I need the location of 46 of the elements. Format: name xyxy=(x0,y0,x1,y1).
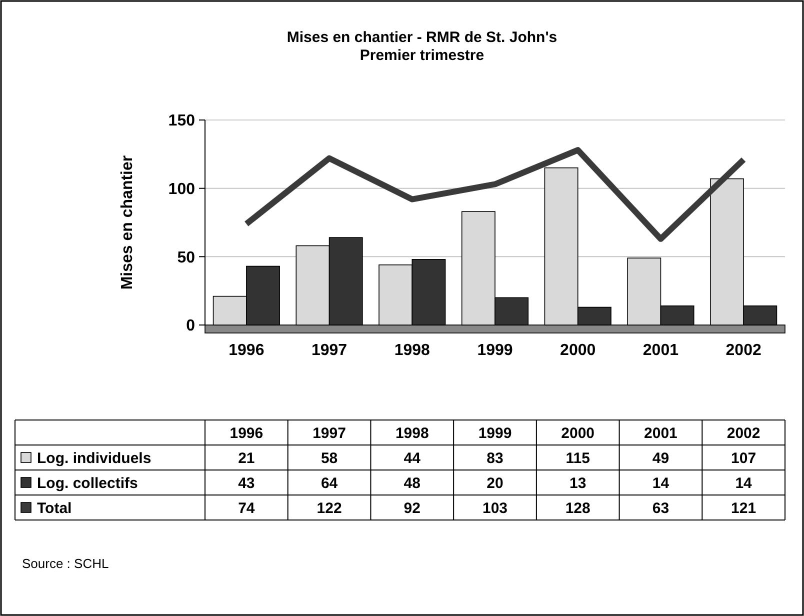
data-label: 83 xyxy=(486,450,504,467)
data-label: 21 xyxy=(238,450,255,467)
chart-subtitle: Premier trimestre xyxy=(360,47,484,64)
data-label: 49 xyxy=(652,450,670,467)
data-label: 103 xyxy=(482,500,508,517)
data-label: 63 xyxy=(652,500,670,517)
category-label: 1997 xyxy=(312,424,346,442)
category-label: 2002 xyxy=(726,424,760,442)
x-tick-label: 1999 xyxy=(477,342,513,359)
y-tick-label: 50 xyxy=(177,249,196,266)
data-label: 121 xyxy=(731,500,756,517)
x-tick-label: 1996 xyxy=(228,342,264,359)
y-tick-label: 0 xyxy=(186,318,196,335)
category-label: 2000 xyxy=(561,424,595,442)
data-label: 13 xyxy=(570,474,586,492)
data-label: 58 xyxy=(320,450,338,467)
legend-label: Log. individuels xyxy=(37,450,152,467)
data-label: 14 xyxy=(652,474,670,492)
source-note: Source : SCHL xyxy=(22,556,109,571)
data-label: 14 xyxy=(735,474,753,492)
category-label: 1998 xyxy=(395,424,429,442)
legend-label: Log. collectifs xyxy=(37,474,138,492)
category-label: 1999 xyxy=(478,424,512,442)
x-tick-label: 2002 xyxy=(726,342,762,359)
data-label: 64 xyxy=(320,474,338,492)
category-label: 2001 xyxy=(644,424,678,442)
data-label: 43 xyxy=(238,474,255,492)
legend-label: Total xyxy=(37,500,72,517)
category-label: 1996 xyxy=(230,424,264,442)
data-label: 92 xyxy=(404,500,420,517)
y-tick-label: 150 xyxy=(168,112,196,130)
x-tick-label: 1998 xyxy=(394,342,430,359)
data-label: 107 xyxy=(731,450,756,467)
data-label: 128 xyxy=(565,500,590,517)
chart-title: Mises en chantier - RMR de St. John's xyxy=(286,29,558,46)
data-label: 122 xyxy=(316,500,342,517)
y-tick-label: 100 xyxy=(168,180,196,198)
data-label: 74 xyxy=(238,500,256,517)
x-tick-label: 2001 xyxy=(642,342,679,359)
data-label: 44 xyxy=(404,450,422,467)
x-tick-label: 2000 xyxy=(560,342,596,359)
y-axis-title: Mises en chantier xyxy=(119,155,136,290)
data-label: 48 xyxy=(404,474,420,492)
data-label: 115 xyxy=(566,450,590,467)
x-tick-label: 1997 xyxy=(311,342,348,359)
data-label: 20 xyxy=(486,474,504,492)
